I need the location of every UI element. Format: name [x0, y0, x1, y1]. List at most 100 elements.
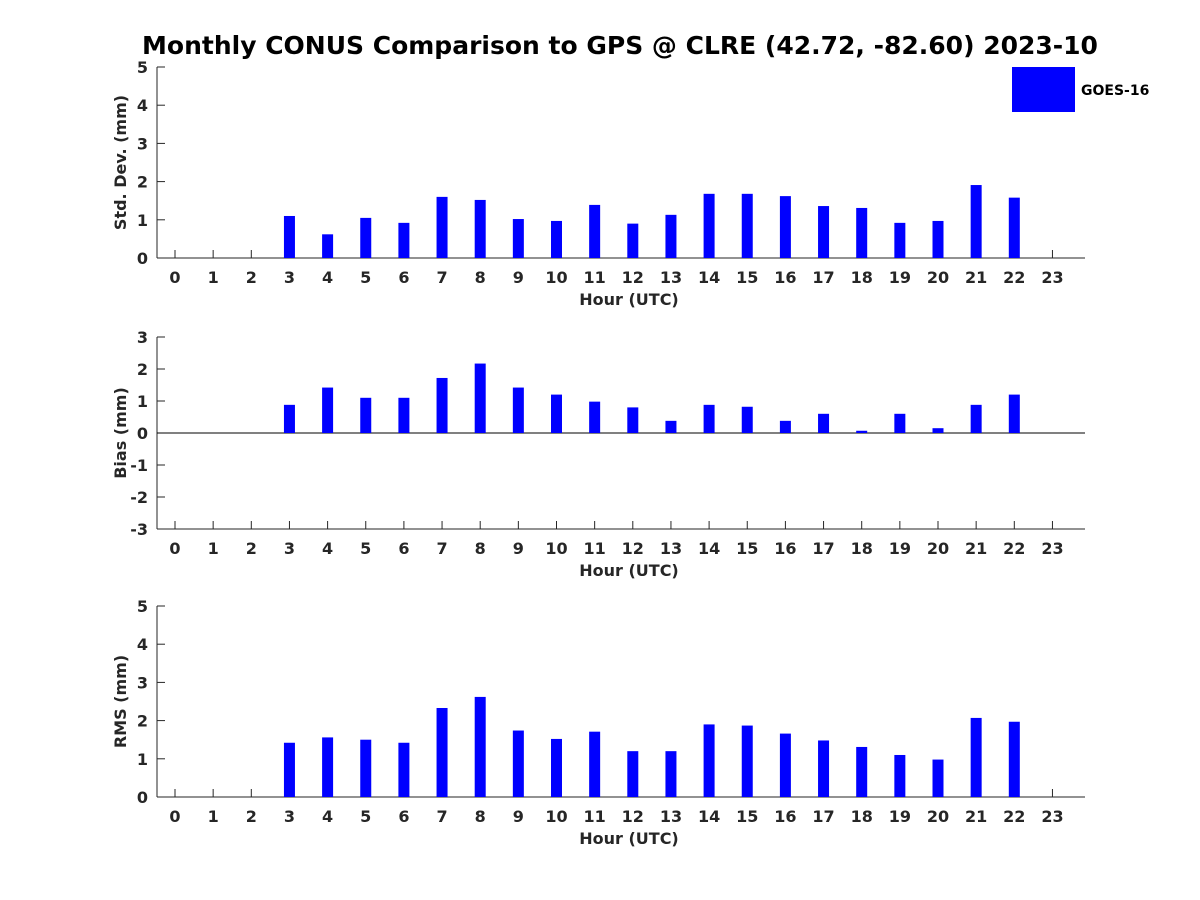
bar-hour-11: [589, 401, 601, 433]
x-tick-label: 8: [475, 268, 486, 287]
bar-hour-21: [970, 185, 982, 258]
x-tick-label: 12: [622, 268, 644, 287]
bar-hour-12: [627, 407, 639, 433]
x-tick-label: 23: [1041, 268, 1063, 287]
bar-hour-11: [589, 731, 601, 797]
x-tick-label: 3: [284, 268, 295, 287]
y-tick-label: 0: [137, 424, 148, 443]
bar-hour-14: [703, 404, 715, 433]
x-tick-label: 15: [736, 268, 758, 287]
y-tick-label: 1: [137, 211, 148, 230]
x-tick-label: 23: [1041, 807, 1063, 826]
x-tick-label: 16: [774, 539, 796, 558]
x-tick-label: 20: [927, 268, 949, 287]
y-tick-label: -2: [130, 488, 148, 507]
x-tick-label: 19: [889, 539, 911, 558]
bar-hour-6: [398, 742, 410, 797]
bar-hour-9: [512, 730, 524, 797]
bar-hour-21: [970, 404, 982, 433]
x-tick-label: 9: [513, 539, 524, 558]
x-tick-label: 5: [360, 539, 371, 558]
y-tick-label: 4: [137, 96, 148, 115]
bar-hour-8: [474, 199, 486, 258]
x-tick-label: 4: [322, 539, 333, 558]
bar-hour-5: [360, 739, 372, 797]
x-tick-label: 22: [1003, 268, 1025, 287]
x-tick-label: 1: [208, 807, 219, 826]
bar-hour-7: [436, 707, 448, 797]
x-tick-label: 17: [812, 807, 834, 826]
y-tick-label: 0: [137, 788, 148, 807]
bar-hour-17: [818, 740, 830, 797]
x-tick-label: 19: [889, 268, 911, 287]
x-tick-label: 6: [398, 268, 409, 287]
x-tick-label: 13: [660, 807, 682, 826]
x-tick-label: 15: [736, 807, 758, 826]
bar-hour-17: [818, 413, 830, 433]
bar-hour-20: [932, 220, 944, 258]
bar-hour-12: [627, 223, 639, 258]
x-tick-label: 7: [436, 807, 447, 826]
x-tick-label: 21: [965, 268, 987, 287]
bar-hour-4: [322, 234, 334, 258]
x-tick-label: 22: [1003, 807, 1025, 826]
x-tick-label: 0: [169, 268, 180, 287]
x-tick-label: 18: [851, 268, 873, 287]
y-tick-label: 2: [137, 712, 148, 731]
y-tick-label: 2: [137, 360, 148, 379]
x-tick-label: 5: [360, 268, 371, 287]
x-tick-label: 18: [851, 539, 873, 558]
bar-hour-20: [932, 759, 944, 797]
x-tick-label: 12: [622, 807, 644, 826]
bar-hour-4: [322, 737, 334, 797]
bar-hour-10: [551, 220, 562, 258]
x-axis-label: Hour (UTC): [579, 561, 679, 580]
x-axis-label: Hour (UTC): [579, 829, 679, 848]
x-tick-label: 16: [774, 807, 796, 826]
x-tick-label: 16: [774, 268, 796, 287]
x-tick-label: 20: [927, 807, 949, 826]
y-axis-label: Bias (mm): [111, 387, 130, 479]
bar-hour-7: [436, 196, 448, 258]
x-tick-label: 23: [1041, 539, 1063, 558]
y-axis-label: RMS (mm): [111, 655, 130, 748]
x-tick-label: 15: [736, 539, 758, 558]
bar-hour-4: [322, 387, 334, 433]
bar-hour-14: [703, 724, 715, 797]
x-tick-label: 13: [660, 268, 682, 287]
bar-hour-16: [779, 420, 791, 433]
bar-hour-3: [283, 742, 295, 797]
x-tick-label: 4: [322, 807, 333, 826]
bar-hour-18: [856, 207, 868, 258]
x-tick-label: 19: [889, 807, 911, 826]
bar-hour-18: [856, 746, 868, 797]
x-tick-label: 1: [208, 268, 219, 287]
x-tick-label: 20: [927, 539, 949, 558]
x-tick-label: 2: [246, 268, 257, 287]
bar-hour-10: [551, 394, 562, 433]
legend-swatch: [1012, 67, 1075, 112]
x-tick-label: 0: [169, 807, 180, 826]
bar-hour-5: [360, 397, 372, 433]
y-tick-label: -1: [130, 456, 148, 475]
x-tick-label: 11: [584, 268, 606, 287]
y-tick-label: -3: [130, 520, 148, 539]
y-tick-label: 4: [137, 635, 148, 654]
bar-hour-22: [1008, 394, 1020, 433]
x-tick-label: 4: [322, 268, 333, 287]
x-tick-label: 3: [284, 539, 295, 558]
x-tick-label: 14: [698, 807, 720, 826]
x-tick-label: 9: [513, 807, 524, 826]
y-tick-label: 3: [137, 673, 148, 692]
x-tick-label: 10: [545, 268, 567, 287]
x-tick-label: 8: [475, 539, 486, 558]
legend-label: GOES-16: [1081, 83, 1149, 99]
y-tick-label: 2: [137, 173, 148, 192]
x-tick-label: 21: [965, 807, 987, 826]
bar-hour-15: [741, 725, 753, 797]
x-tick-label: 21: [965, 539, 987, 558]
y-tick-label: 0: [137, 249, 148, 268]
x-tick-label: 17: [812, 539, 834, 558]
